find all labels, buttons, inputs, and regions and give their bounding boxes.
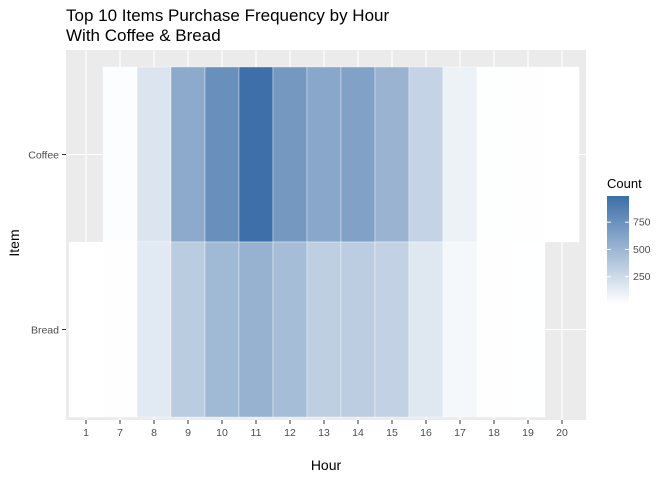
heatmap-tile: [510, 241, 546, 418]
heatmap-tile: [306, 241, 342, 418]
heatmap-tile: [170, 66, 206, 243]
heatmap-tile: [204, 66, 240, 243]
x-tick-label: 10: [216, 427, 228, 439]
chart-title-line-1: Top 10 Items Purchase Frequency by Hour: [66, 6, 390, 25]
heatmap-tile: [102, 241, 138, 418]
heatmap-tile: [442, 66, 478, 243]
heatmap-tile: [510, 66, 546, 243]
y-tick-label: Bread: [31, 325, 59, 337]
x-tick-label: 8: [151, 427, 157, 439]
x-tick-label: 1: [83, 427, 89, 439]
heatmap-tile: [204, 241, 240, 418]
heatmap-tile: [340, 241, 376, 418]
x-tick-label: 11: [251, 427, 262, 439]
heatmap-tiles: [68, 66, 580, 418]
x-tick-label: 9: [185, 427, 191, 439]
y-tick-label: Coffee: [28, 150, 59, 162]
y-axis-label: Item: [6, 229, 22, 256]
heatmap-tile: [476, 66, 512, 243]
legend-tick-label: 750: [633, 217, 651, 229]
x-tick-label: 14: [352, 427, 364, 439]
heatmap-tile: [408, 66, 444, 243]
heatmap-tile: [408, 241, 444, 418]
heatmap-tile: [238, 241, 274, 418]
heatmap-tile: [272, 241, 308, 418]
x-axis: 1 7 8 9 10 11 12 13 14 15 16 17 18 19 20: [83, 420, 568, 439]
x-tick-label: 15: [386, 427, 398, 439]
x-tick-label: 20: [556, 427, 568, 439]
heatmap-tile: [136, 241, 172, 418]
heatmap-tile: [374, 241, 410, 418]
heatmap-tile: [272, 66, 308, 243]
chart-title: Top 10 Items Purchase Frequency by Hour …: [66, 6, 389, 46]
y-axis: Coffee Bread: [28, 150, 66, 337]
x-tick-label: 19: [522, 427, 534, 439]
heatmap-tile: [170, 241, 206, 418]
x-axis-label: Hour: [311, 457, 342, 473]
x-tick-label: 12: [284, 427, 296, 439]
heatmap-tile: [306, 66, 342, 243]
heatmap-tile: [442, 241, 478, 418]
legend-tick-label: 250: [633, 271, 651, 283]
legend-title: Count: [607, 176, 642, 191]
x-tick-label: 17: [454, 427, 466, 439]
heatmap-tile: [102, 66, 138, 243]
x-tick-label: 18: [488, 427, 500, 439]
heatmap-tile: [68, 241, 104, 418]
heatmap-tile: [340, 66, 376, 243]
x-tick-label: 13: [318, 427, 330, 439]
legend-tick-label: 500: [633, 244, 651, 256]
x-tick-label: 7: [117, 427, 123, 439]
heatmap-tile: [238, 66, 274, 243]
heatmap-tile: [136, 66, 172, 243]
legend-color-bar: [607, 196, 629, 304]
x-tick-label: 16: [420, 427, 432, 439]
heatmap-tile: [476, 241, 512, 418]
color-legend: Count 250 500 750: [607, 176, 651, 304]
heatmap-tile: [374, 66, 410, 243]
legend-ticks: 250 500 750: [607, 217, 651, 283]
heatmap-tile: [544, 66, 580, 243]
chart-title-line-2: With Coffee & Bread: [66, 26, 221, 45]
